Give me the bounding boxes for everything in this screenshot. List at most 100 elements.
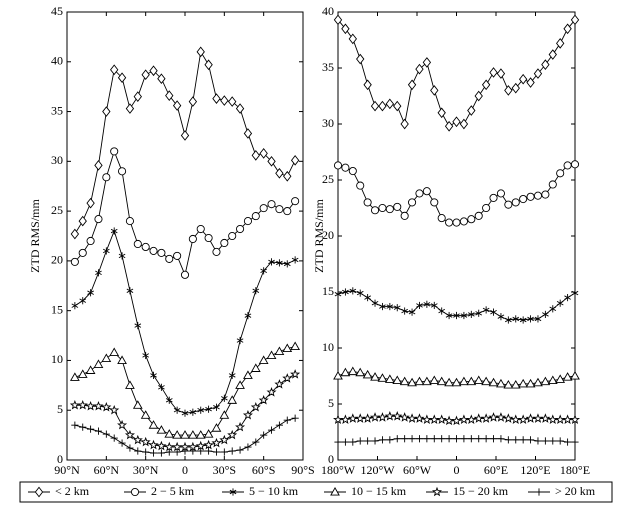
y-tick-label: 0 xyxy=(328,452,334,466)
marker-star xyxy=(340,414,351,424)
star xyxy=(355,413,366,423)
marker-circle xyxy=(157,248,166,257)
marker-diamond xyxy=(407,79,417,91)
asterisk-stroke xyxy=(150,373,157,378)
series-line xyxy=(74,150,296,277)
marker-plus xyxy=(283,416,291,424)
marker-plus xyxy=(430,435,438,443)
marker-asterisk xyxy=(460,311,468,320)
marker-asterisk xyxy=(181,409,189,417)
marker-triangle xyxy=(384,374,395,383)
asterisk-stroke xyxy=(445,313,453,318)
marker-asterisk xyxy=(220,394,228,402)
marker-triangle xyxy=(466,376,477,386)
marker-triangle xyxy=(258,355,269,364)
marker-asterisk xyxy=(519,316,527,324)
marker-asterisk xyxy=(379,302,386,311)
marker-asterisk xyxy=(110,227,118,235)
circle xyxy=(157,248,166,257)
diamond xyxy=(533,68,543,79)
circle xyxy=(459,217,468,226)
circle xyxy=(526,192,535,201)
marker-triangle xyxy=(429,375,440,385)
triangle xyxy=(266,350,277,360)
diamond xyxy=(243,128,253,139)
x-tick-label: 120°E xyxy=(520,463,550,477)
circle xyxy=(275,205,284,214)
triangle xyxy=(414,376,425,386)
diamond xyxy=(511,82,520,94)
diamond xyxy=(78,215,87,227)
marker-star xyxy=(370,412,381,422)
asterisk-stroke xyxy=(142,353,150,358)
star xyxy=(429,414,440,424)
marker-star xyxy=(429,414,440,424)
y-tick-label: 0 xyxy=(57,452,63,466)
marker-plus xyxy=(386,436,394,444)
triangle xyxy=(148,420,159,429)
diamond xyxy=(356,53,365,65)
star xyxy=(503,413,514,423)
marker-asterisk xyxy=(534,315,542,323)
legend-label: < 2 km xyxy=(55,484,90,498)
asterisk-stroke xyxy=(534,316,542,322)
marker-plus xyxy=(356,437,364,445)
marker-star xyxy=(444,415,455,426)
asterisk-stroke xyxy=(71,303,79,308)
marker-plus xyxy=(94,427,103,435)
y-axis-label: ZTD RMS/mm xyxy=(312,199,326,273)
diamond xyxy=(430,85,439,96)
circle xyxy=(548,180,557,189)
triangle xyxy=(290,341,301,351)
marker-star xyxy=(421,414,432,424)
marker-star xyxy=(124,429,135,440)
marker-asterisk xyxy=(564,294,571,302)
marker-asterisk xyxy=(342,288,349,296)
marker-plus xyxy=(535,488,543,496)
marker-asterisk xyxy=(283,260,291,268)
marker-star xyxy=(140,436,151,447)
marker-triangle xyxy=(555,374,566,383)
legend-label: 5 − 10 km xyxy=(249,484,299,498)
y-tick-label: 5 xyxy=(328,396,334,410)
circle xyxy=(496,189,505,198)
marker-diamond xyxy=(563,23,572,35)
asterisk-stroke xyxy=(158,385,165,390)
star xyxy=(362,413,373,423)
marker-diamond xyxy=(283,170,292,182)
diamond xyxy=(452,116,461,128)
y-tick-label: 15 xyxy=(322,284,334,298)
marker-circle xyxy=(378,203,387,213)
marker-plus xyxy=(534,437,542,445)
asterisk-stroke xyxy=(173,408,181,413)
star xyxy=(258,395,269,405)
legend-label: 15 − 20 km xyxy=(453,484,509,498)
triangle xyxy=(156,425,167,434)
marker-asterisk xyxy=(126,287,134,295)
circle xyxy=(489,193,498,202)
diamond xyxy=(172,100,182,111)
marker-plus xyxy=(275,421,283,429)
circle xyxy=(212,247,221,256)
marker-plus xyxy=(87,425,95,433)
marker-circle xyxy=(291,197,300,206)
asterisk-stroke xyxy=(181,411,189,416)
marker-triangle xyxy=(407,377,417,387)
marker-plus xyxy=(173,448,181,456)
marker-triangle xyxy=(570,370,580,380)
y-tick-label: 15 xyxy=(51,302,63,316)
marker-diamond xyxy=(212,93,221,104)
triangle xyxy=(392,375,403,385)
asterisk-stroke xyxy=(482,307,490,313)
diamond xyxy=(526,77,535,88)
marker-star xyxy=(473,413,484,423)
circle xyxy=(243,217,252,226)
triangle xyxy=(399,376,410,386)
triangle xyxy=(164,429,175,438)
marker-circle xyxy=(333,161,343,170)
star xyxy=(211,437,222,448)
marker-diamond xyxy=(102,106,111,117)
marker-plus xyxy=(126,444,134,452)
marker-diamond xyxy=(518,73,528,85)
marker-circle xyxy=(496,189,505,198)
